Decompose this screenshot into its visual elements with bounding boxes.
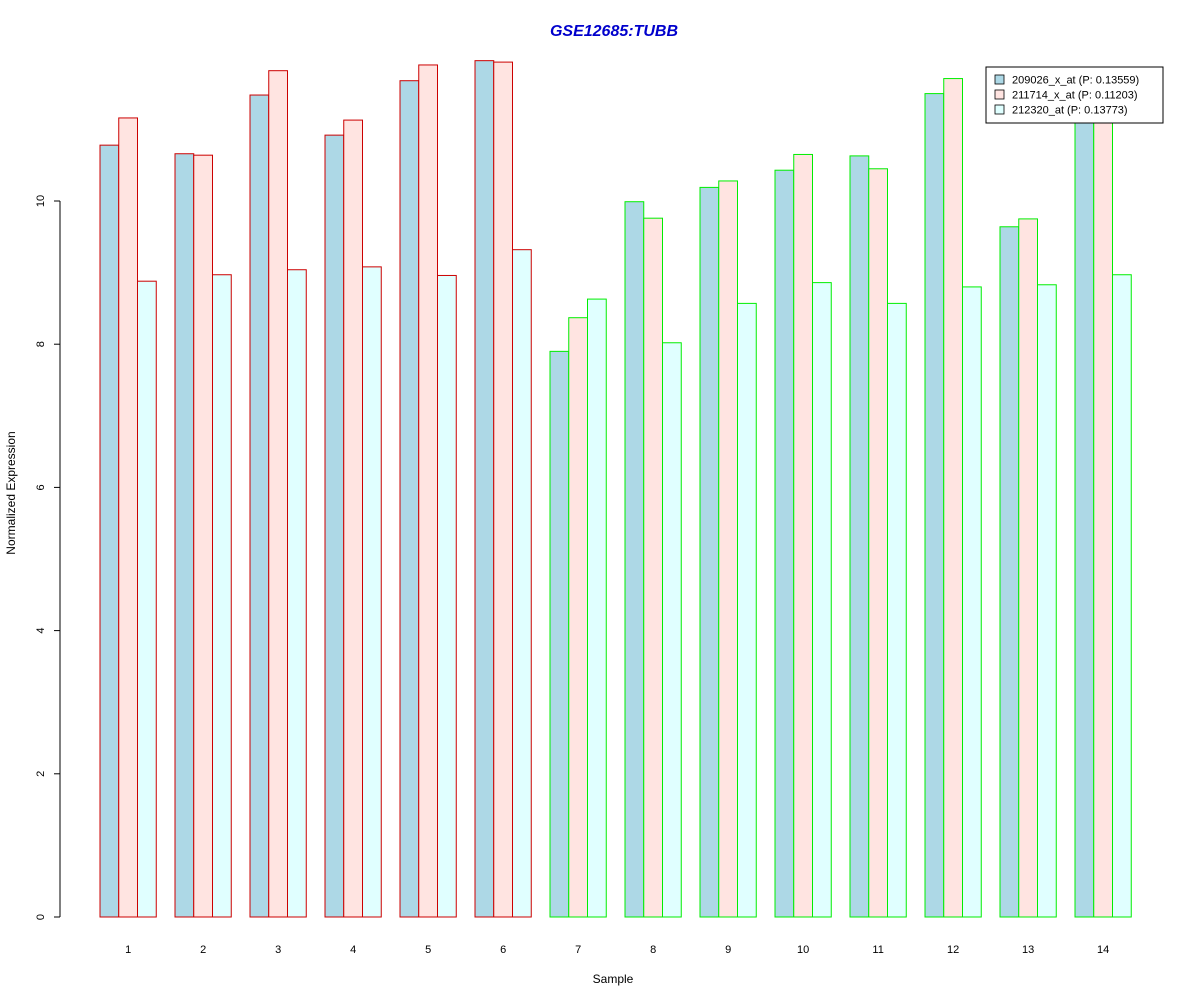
bar-sample-14-series-2 — [1093, 114, 1113, 918]
legend: 209026_x_at (P: 0.13559) 211714_x_at (P: … — [985, 66, 1164, 124]
x-tick-label: 5 — [425, 944, 431, 956]
bar-sample-5-series-1 — [399, 80, 420, 918]
bar-sample-13-series-3 — [1037, 284, 1057, 918]
bar-sample-10-series-2 — [793, 153, 813, 918]
bar-sample-6-series-1 — [474, 60, 495, 918]
bar-sample-10-series-1 — [774, 169, 795, 918]
y-tick-label: 2 — [35, 771, 47, 777]
x-tick-labels: 1 2 3 4 5 6 7 8 9 10 11 12 13 14 — [125, 944, 1109, 956]
y-tick-label: 0 — [35, 914, 47, 920]
bar-sample-13-series-2 — [1018, 218, 1038, 918]
bar-sample-1-series-3 — [137, 280, 157, 918]
bar-sample-2-series-3 — [212, 274, 232, 918]
y-tick-label: 10 — [35, 195, 47, 207]
bar-sample-7-series-3 — [587, 298, 607, 918]
bar-sample-11-series-3 — [887, 302, 907, 918]
bar-sample-8-series-2 — [643, 217, 663, 918]
bar-sample-9-series-3 — [737, 302, 757, 918]
x-tick-label: 7 — [575, 944, 581, 956]
bar-sample-1-series-2 — [118, 117, 138, 918]
x-tick-label: 1 — [125, 944, 131, 956]
bar-sample-11-series-1 — [849, 155, 870, 918]
bar-sample-9-series-2 — [718, 180, 738, 918]
bar-sample-4-series-1 — [324, 134, 345, 918]
x-tick-label: 3 — [275, 944, 281, 956]
legend-label: 211714_x_at (P: 0.11203) — [1012, 90, 1138, 102]
bar-sample-14-series-1 — [1074, 114, 1095, 918]
bar-sample-8-series-1 — [624, 201, 645, 918]
bar-sample-3-series-2 — [268, 70, 288, 918]
bar-sample-7-series-2 — [568, 317, 588, 918]
x-tick-label: 2 — [200, 944, 206, 956]
x-tick-label: 13 — [1022, 944, 1034, 956]
bar-sample-3-series-3 — [287, 269, 307, 918]
x-tick-label: 10 — [797, 944, 809, 956]
x-tick-label: 4 — [350, 944, 356, 956]
legend-box — [985, 66, 1164, 124]
bar-sample-6-series-3 — [512, 249, 532, 918]
bar-sample-5-series-3 — [437, 274, 457, 918]
bar-sample-4-series-2 — [343, 119, 363, 918]
bar-sample-1-series-1 — [99, 144, 120, 918]
chart-title: GSE12685:TUBB — [550, 23, 678, 40]
x-tick-label: 14 — [1097, 944, 1109, 956]
x-tick-label: 9 — [725, 944, 731, 956]
y-axis: 0 2 4 6 8 10 — [35, 195, 61, 920]
y-tick-label: 6 — [35, 484, 47, 490]
bar-sample-7-series-1 — [549, 350, 570, 918]
bar-sample-12-series-3 — [962, 286, 982, 918]
legend-label: 209026_x_at (P: 0.13559) — [1012, 75, 1139, 87]
legend-swatch — [994, 104, 1005, 115]
bar-sample-13-series-1 — [999, 226, 1020, 918]
bar-sample-5-series-2 — [418, 64, 438, 918]
bar-sample-9-series-1 — [699, 186, 720, 918]
legend-label: 212320_at (P: 0.13773) — [1012, 105, 1128, 117]
bar-sample-3-series-1 — [249, 94, 270, 918]
bar-sample-2-series-1 — [174, 153, 195, 918]
legend-swatch — [994, 89, 1005, 100]
bar-sample-10-series-3 — [812, 282, 832, 918]
y-tick-label: 4 — [35, 628, 47, 634]
bar-sample-4-series-3 — [362, 266, 382, 918]
bar-sample-8-series-3 — [662, 342, 682, 918]
x-tick-label: 12 — [947, 944, 959, 956]
bar-sample-2-series-2 — [193, 154, 213, 918]
bars-group — [99, 60, 1132, 918]
bar-sample-6-series-2 — [493, 61, 513, 918]
bar-sample-12-series-1 — [924, 93, 945, 918]
x-tick-label: 8 — [650, 944, 656, 956]
x-tick-label: 11 — [872, 944, 883, 956]
bar-sample-12-series-2 — [943, 78, 963, 918]
y-tick-label: 8 — [35, 341, 47, 347]
legend-swatch — [994, 74, 1005, 85]
bar-sample-14-series-3 — [1112, 274, 1132, 918]
y-axis-label: Normalized Expression — [4, 431, 18, 554]
bar-sample-11-series-2 — [868, 168, 888, 918]
x-axis-label: Sample — [593, 972, 634, 986]
x-tick-label: 6 — [500, 944, 506, 956]
